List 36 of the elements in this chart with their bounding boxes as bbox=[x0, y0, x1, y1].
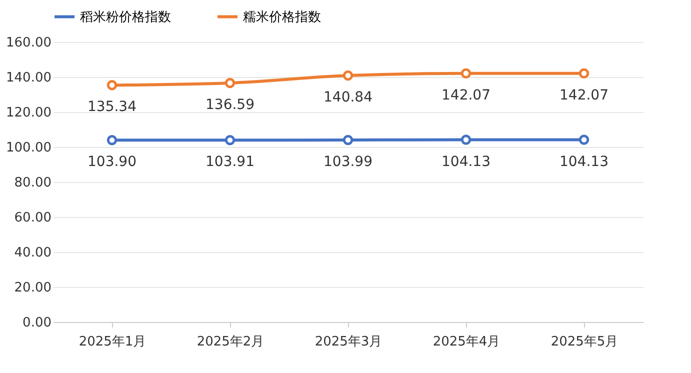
x-tick-label: 2025年5月 bbox=[550, 334, 618, 350]
point bbox=[578, 68, 590, 78]
data-label: 104.13 bbox=[560, 154, 608, 170]
point bbox=[342, 134, 354, 146]
y-tick-label: 0.00 bbox=[22, 316, 52, 330]
data-label: 103.90 bbox=[88, 154, 136, 170]
data-label: 142.07 bbox=[560, 87, 608, 104]
y-tick-label: 160.00 bbox=[6, 36, 52, 50]
legend-label: 稻米粉价格指数 bbox=[80, 10, 171, 25]
legend-label: 糯米价格指数 bbox=[243, 10, 321, 25]
point bbox=[224, 78, 236, 88]
y-tick-label: 120.00 bbox=[6, 106, 52, 120]
y-tick-label: 100.00 bbox=[6, 140, 52, 156]
data-label: 142.07 bbox=[442, 87, 490, 104]
point bbox=[342, 70, 354, 81]
y-tick-label: 140.00 bbox=[6, 70, 52, 86]
point bbox=[460, 68, 472, 78]
x-tick-label: 2025年1月 bbox=[78, 334, 146, 350]
point bbox=[460, 134, 472, 145]
point bbox=[578, 134, 590, 145]
point bbox=[106, 80, 118, 90]
data-label: 135.34 bbox=[88, 99, 137, 116]
data-label: 103.99 bbox=[324, 154, 372, 170]
point bbox=[224, 135, 236, 146]
data-label: 103.91 bbox=[206, 154, 254, 170]
y-tick-label: 60.00 bbox=[14, 210, 52, 226]
x-tick-label: 2025年3月 bbox=[314, 334, 382, 350]
x-tick-label: 2025年4月 bbox=[432, 334, 500, 350]
point bbox=[106, 135, 118, 146]
data-label: 140.84 bbox=[324, 90, 373, 106]
data-label: 136.59 bbox=[206, 96, 254, 113]
y-tick-label: 20.00 bbox=[14, 280, 52, 296]
x-tick-label: 2025年2月 bbox=[196, 334, 264, 350]
data-label: 104.13 bbox=[442, 154, 490, 170]
y-tick-label: 40.00 bbox=[14, 246, 52, 260]
y-tick-label: 80.00 bbox=[14, 176, 52, 190]
